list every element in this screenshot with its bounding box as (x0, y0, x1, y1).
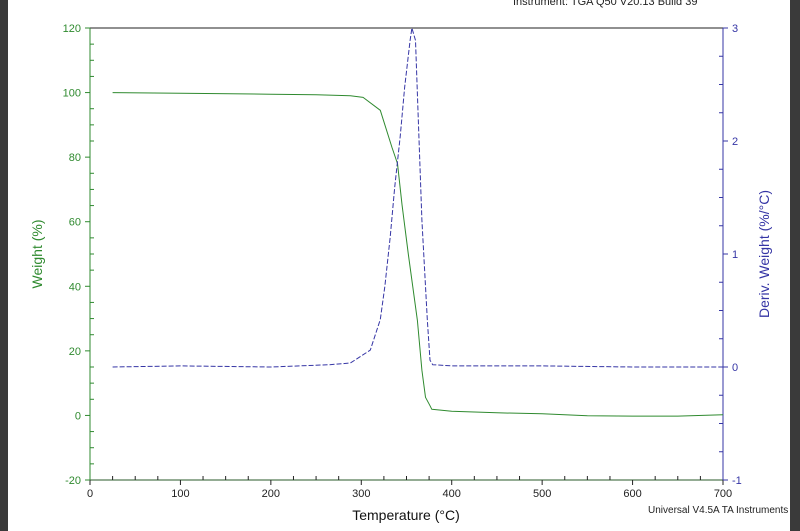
x-tick-label: 700 (714, 488, 732, 500)
y2-axis-label: Deriv. Weight (%/°C) (756, 190, 772, 318)
x-tick-label: 200 (262, 488, 280, 500)
y-tick-label: 120 (63, 23, 81, 35)
x-tick-label: 600 (623, 488, 641, 500)
x-axis-label: Temperature (°C) (352, 507, 460, 523)
x-tick-label: 500 (533, 488, 551, 500)
deriv-weight-curve (112, 27, 723, 368)
x-tick-label: 0 (87, 488, 93, 500)
window-border-right (790, 0, 800, 531)
y-tick-label: 100 (63, 88, 81, 100)
y-tick-label: 0 (75, 410, 81, 422)
y2-tick-label: 1 (732, 249, 738, 261)
y2-tick-label: 3 (732, 23, 738, 35)
y-tick-label: -20 (65, 475, 81, 487)
y-tick-label: 60 (69, 217, 81, 229)
x-tick-label: 300 (352, 488, 370, 500)
x-tick-label: 100 (171, 488, 189, 500)
x-tick-label: 400 (443, 488, 461, 500)
y2-tick-label: -1 (732, 475, 742, 487)
y2-tick-label: 0 (732, 362, 738, 374)
y-tick-label: 20 (69, 346, 81, 358)
y-tick-label: 40 (69, 281, 81, 293)
y-tick-label: 80 (69, 152, 81, 164)
y2-tick-label: 2 (732, 136, 738, 148)
software-label: Universal V4.5A TA Instruments (648, 505, 789, 516)
window-border-left (0, 0, 8, 531)
weight-curve (112, 92, 724, 417)
instrument-label: Instrument: TGA Q50 V20.13 Build 39 (513, 0, 698, 8)
y-axis-label: Weight (%) (29, 220, 45, 289)
